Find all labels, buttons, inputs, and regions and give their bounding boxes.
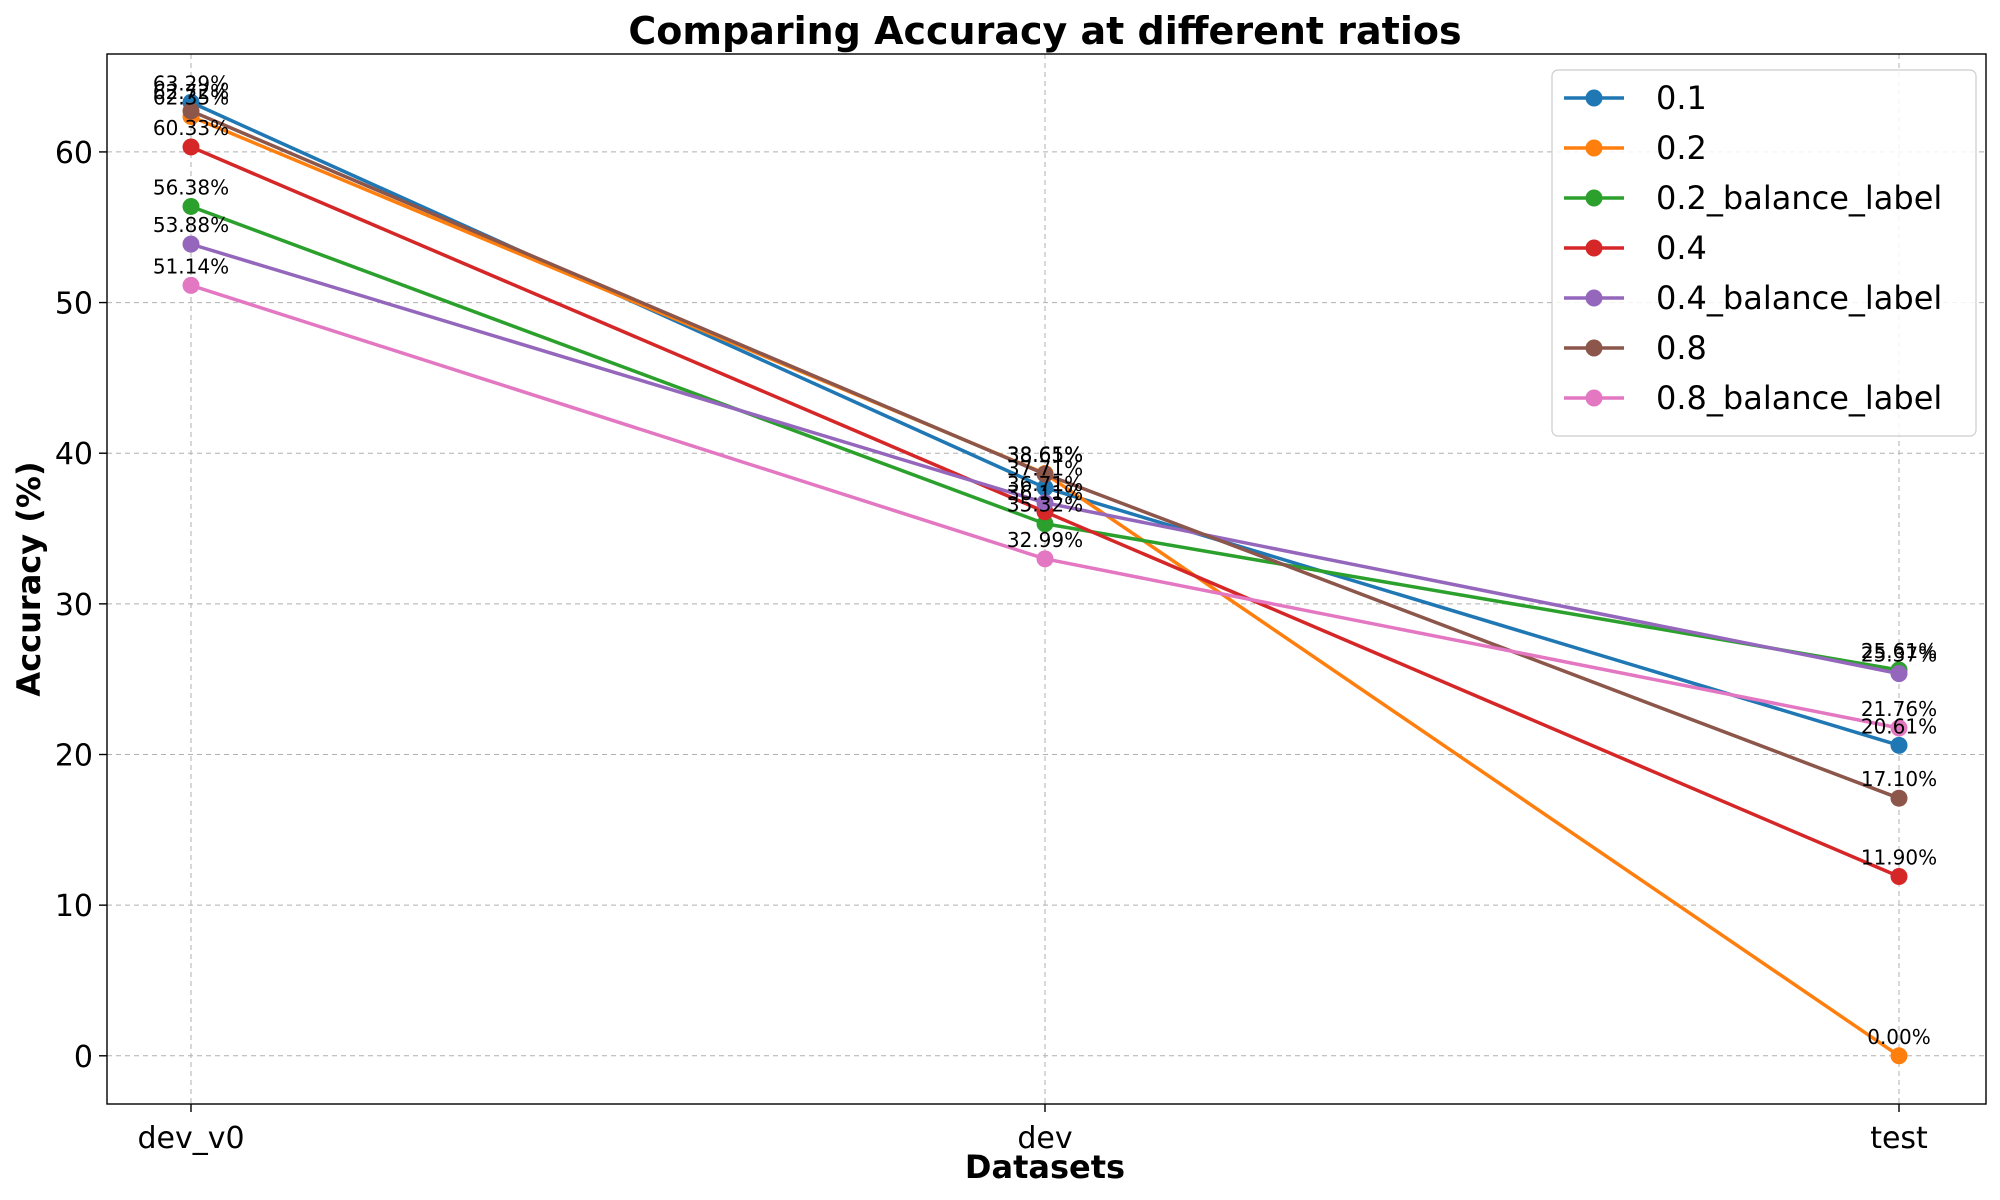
series-lines [182,93,1908,1065]
data-point [1036,515,1054,533]
data-label: 20.61% [1861,714,1937,738]
data-point [1036,465,1054,483]
x-axis-label: Datasets [965,1148,1125,1186]
data-point [1890,1047,1908,1065]
data-point [1890,789,1908,807]
y-tick-label: 20 [55,739,93,774]
data-label: 25.37% [1861,643,1937,667]
data-label: 38.65% [1007,443,1083,467]
data-point [182,235,200,253]
data-label: 53.88% [153,213,229,237]
data-label: 60.33% [153,116,229,140]
y-axis-label: Accuracy (%) [10,461,48,696]
y-tick-label: 10 [55,889,93,924]
y-tick-label: 30 [55,588,93,623]
data-point [1036,479,1054,497]
legend-label: 0.8_balance_label [1656,379,1942,417]
data-point [1036,494,1054,512]
data-label: 35.32% [1007,493,1083,517]
data-label: 36.71% [1007,472,1083,496]
data-label: 32.99% [1007,528,1083,552]
data-point [1036,550,1054,568]
legend-swatch-marker [1585,339,1603,357]
plot-frame [106,53,1987,1105]
legend-box [1551,69,1977,437]
data-label: 36.11% [1007,481,1083,505]
legend-label: 0.4 [1656,229,1707,267]
data-point [1890,719,1908,737]
legend-label: 0.2 [1656,129,1707,167]
legend-swatch-marker [1585,239,1603,257]
data-label: 38.61% [1007,443,1083,467]
legend-swatch-marker [1585,289,1603,307]
x-tick-label: dev [1017,1121,1072,1156]
data-label: 51.14% [153,254,229,278]
data-point [182,197,200,215]
y-tick-label: 60 [55,136,93,171]
data-point [1890,868,1908,886]
data-label: 11.90% [1861,846,1937,870]
data-point [1890,665,1908,683]
data-labels: 63.29% 37.71% 20.61% 62.35% 38.65% 0.00% 56.38… [153,71,1937,1048]
data-label: 62.72% [153,80,229,104]
legend-swatch-marker [1585,89,1603,107]
y-tick-label: 40 [55,437,93,472]
legend-label: 0.1 [1656,79,1707,117]
legend-label: 0.8 [1656,329,1707,367]
data-point [1890,736,1908,754]
data-label: 37.71% [1007,457,1083,481]
data-point [182,138,200,156]
data-label: 63.29% [153,71,229,95]
legend: 0.1 0.2 0.2_balance_label 0.4 0.4_balance_la… [1551,69,1977,437]
y-tick-label: 0 [74,1040,93,1075]
legend-swatch-marker [1585,189,1603,207]
y-tick-label: 50 [55,287,93,322]
x-tick-label: test [1870,1121,1928,1156]
legend-swatch-marker [1585,389,1603,407]
axis-ticks: 0 10 20 30 40 50 60 dev_v0 dev test [55,136,1928,1156]
data-label: 0.00% [1867,1025,1931,1049]
legend-swatch-marker [1585,139,1603,157]
data-point [182,276,200,294]
data-label: 56.38% [153,175,229,199]
data-label: 17.10% [1861,767,1937,791]
data-label: 25.61% [1861,639,1937,663]
data-label: 62.35% [153,86,229,110]
legend-label: 0.4_balance_label [1656,279,1942,317]
x-tick-label: dev_v0 [137,1121,244,1156]
legend-label: 0.2_balance_label [1656,179,1942,217]
chart-title: Comparing Accuracy at different ratios [628,9,1461,53]
data-label: 21.76% [1861,697,1937,721]
data-point [182,102,200,120]
